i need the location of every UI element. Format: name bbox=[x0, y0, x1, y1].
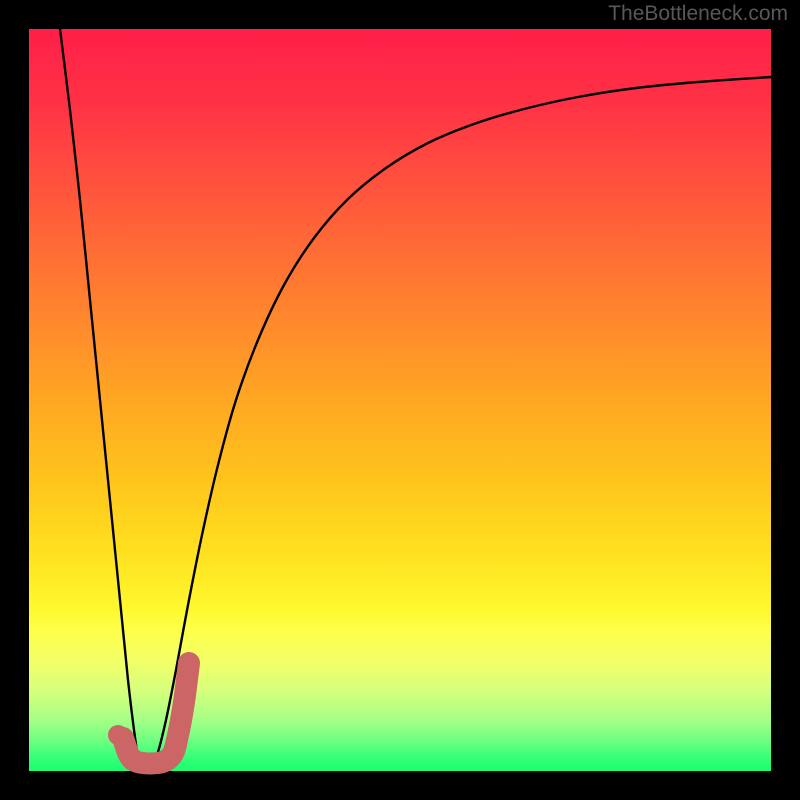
chart-container: TheBottleneck.com bbox=[0, 0, 800, 800]
plot-area bbox=[29, 29, 771, 771]
bottleneck-chart-svg bbox=[0, 0, 800, 800]
watermark-text: TheBottleneck.com bbox=[608, 2, 788, 26]
